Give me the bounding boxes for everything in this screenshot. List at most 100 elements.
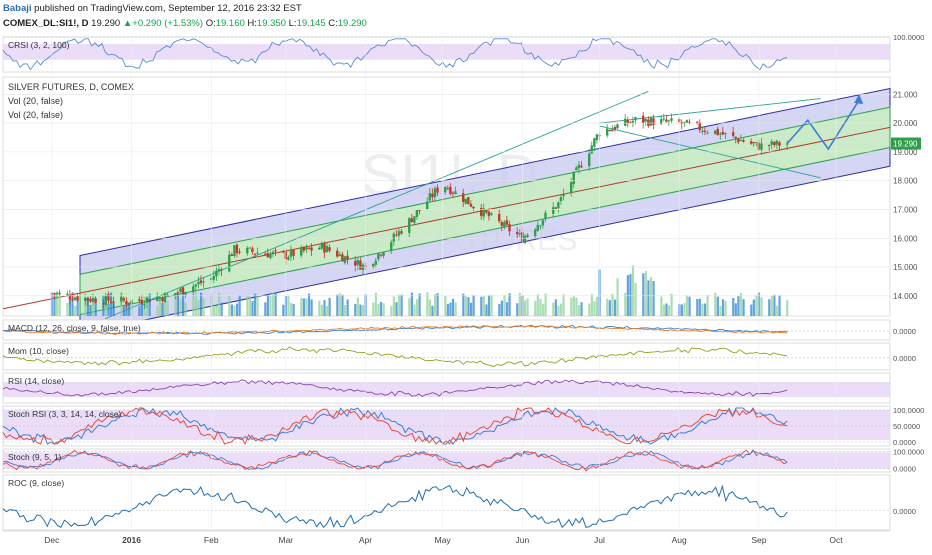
candle-body xyxy=(305,247,308,250)
volume-bar xyxy=(734,303,737,316)
volume-bar xyxy=(768,299,771,316)
candle-body xyxy=(382,252,385,256)
volume-bar xyxy=(346,299,349,316)
volume-bar xyxy=(107,303,110,316)
candle-body xyxy=(467,196,470,205)
volume-bar xyxy=(688,296,691,316)
candle-body xyxy=(713,130,717,134)
last-price-label: 19.290 xyxy=(893,140,918,149)
candle-body xyxy=(120,296,123,302)
candle-body xyxy=(94,298,97,303)
volume-bar xyxy=(454,302,457,316)
volume-bar xyxy=(739,293,743,316)
volume-bar xyxy=(212,305,216,316)
volume-bar xyxy=(397,294,401,316)
candle-body xyxy=(464,198,467,204)
volume-bar xyxy=(91,305,95,316)
candle-body xyxy=(719,133,722,135)
candle-body xyxy=(469,203,473,207)
volume-bar xyxy=(377,303,380,316)
candle-body xyxy=(156,297,159,301)
projection-arrowhead xyxy=(854,94,864,105)
candle-body xyxy=(577,164,581,169)
candle-body xyxy=(575,167,578,171)
volume-bar xyxy=(338,293,342,316)
candle-body xyxy=(436,187,439,193)
candle-body xyxy=(523,236,527,244)
candle-body xyxy=(66,293,69,295)
candle-body xyxy=(647,119,650,126)
volume-bar xyxy=(176,293,180,316)
volume-bar xyxy=(343,305,347,316)
candle-body xyxy=(505,220,509,225)
volume-bar xyxy=(361,305,365,316)
candle-body xyxy=(737,138,740,143)
volume-bar xyxy=(644,270,647,316)
volume-bar xyxy=(359,304,362,316)
candle-body xyxy=(269,253,272,259)
candle-body xyxy=(449,186,452,195)
candle-body xyxy=(230,254,234,256)
candle-body xyxy=(770,141,773,145)
indicator-band xyxy=(3,452,890,469)
candle-body xyxy=(220,269,223,271)
volume-bar xyxy=(685,295,689,316)
volume-bar xyxy=(379,301,383,316)
candle-body xyxy=(91,298,95,302)
publish-line: Babaji published on TradingView.com, Sep… xyxy=(3,3,302,14)
candle-body xyxy=(323,243,326,253)
volume-bar xyxy=(570,297,573,316)
volume-bar xyxy=(716,296,719,316)
volume-bar xyxy=(415,299,419,316)
candle-body xyxy=(212,275,216,280)
indicator-tick: 0.0000 xyxy=(893,438,916,447)
candle-body xyxy=(107,294,110,301)
candle-body xyxy=(338,254,342,257)
close-value: 19.290 xyxy=(337,18,367,29)
candle-body xyxy=(102,303,105,305)
volume-bar xyxy=(770,295,773,316)
candle-body xyxy=(68,295,72,300)
volume-bar xyxy=(271,293,275,316)
volume-bar xyxy=(436,293,439,316)
candle-body xyxy=(163,293,167,303)
volume-bar xyxy=(703,303,707,316)
volume-bar xyxy=(464,296,467,316)
volume-bar xyxy=(667,305,671,316)
legend-entry: Vol (20, false) xyxy=(8,110,63,120)
candle-body xyxy=(251,248,254,252)
indicator-tick: 100.0000 xyxy=(893,33,924,42)
volume-bar xyxy=(721,299,725,316)
low-value: 19.145 xyxy=(296,18,326,29)
volume-bar xyxy=(580,302,583,316)
candle-body xyxy=(328,247,331,251)
volume-bar xyxy=(166,300,169,316)
candle-body xyxy=(667,120,671,122)
volume-bar xyxy=(701,304,704,316)
symbol-name[interactable]: COMEX_DL:SI1!, D xyxy=(3,18,89,29)
indicator-title: RSI (14, close) xyxy=(8,376,64,386)
volume-bar xyxy=(148,293,151,316)
candle-body xyxy=(760,143,763,150)
candle-body xyxy=(282,250,285,253)
candle-body xyxy=(773,142,776,146)
indicator-band xyxy=(3,382,890,397)
candle-body xyxy=(634,117,637,121)
volume-bar xyxy=(246,295,249,316)
volume-bar xyxy=(354,303,357,316)
volume-bar xyxy=(161,303,164,316)
author-name[interactable]: Babaji xyxy=(3,3,32,14)
volume-bar xyxy=(595,296,599,316)
volume-bar xyxy=(631,265,635,316)
symbol-line: COMEX_DL:SI1!, D 19.290 ▲+0.290 (+1.53%)… xyxy=(3,18,367,29)
volume-bar xyxy=(66,302,69,316)
candle-body xyxy=(413,216,416,223)
volume-bar xyxy=(433,294,437,316)
volume-bar xyxy=(194,292,198,316)
candle-body xyxy=(444,186,447,193)
candle-body xyxy=(716,128,719,135)
indicator-tick: 100.0000 xyxy=(893,447,924,456)
published-text: published on TradingView.com, September … xyxy=(34,3,302,14)
